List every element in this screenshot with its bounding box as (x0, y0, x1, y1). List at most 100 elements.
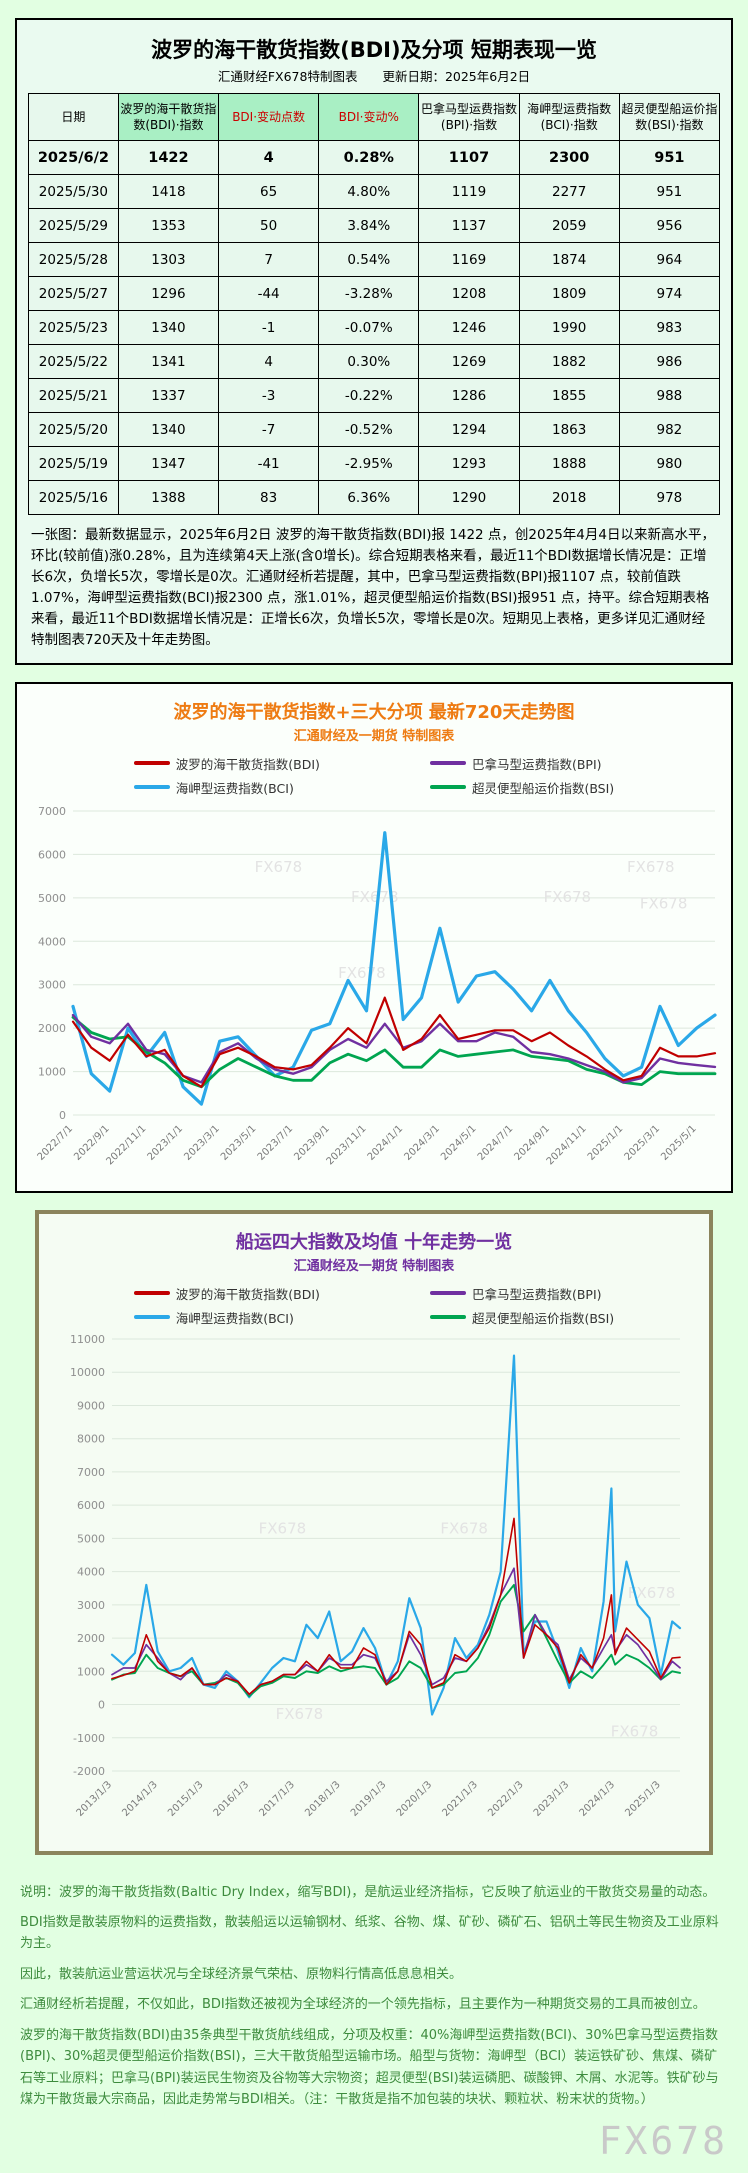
table-cell: -1 (218, 310, 320, 345)
chart-720-legend: 波罗的海干散货指数(BDI) 巴拿马型运费指数(BPI) 海岬型运费指数(BCI) 超… (17, 754, 731, 797)
svg-text:2024/11/1: 2024/11/1 (545, 1123, 589, 1167)
svg-text:4000: 4000 (77, 1565, 105, 1578)
table-cell: -0.22% (318, 378, 420, 413)
table-cell: -2.95% (318, 446, 420, 481)
table-cell: 1208 (418, 276, 520, 311)
chart-watermark: FX678 (627, 857, 675, 875)
table-cell: 2025/5/16 (28, 480, 119, 515)
bdi-table-body: 2025/6/2 1422 4 0.28% 1107 2300 951 2025/5/30 14… (28, 140, 721, 515)
legend-item-1: 巴拿马型运费指数(BPI) (429, 754, 614, 773)
table-cell: 2025/5/28 (28, 242, 119, 277)
table-cell: 0.54% (318, 242, 420, 277)
chart-10y-legend: 波罗的海干散货指数(BDI) 巴拿马型运费指数(BPI) 海岬型运费指数(BCI) 超… (39, 1284, 709, 1327)
chart-watermark: FX678 (338, 964, 386, 982)
footer-line-2: 因此，散装航运业营运状况与全球经济景气荣枯、原物料行情高低息息相关。 (20, 1966, 463, 1982)
table-cell: 951 (618, 174, 721, 209)
svg-text:2023/1/3: 2023/1/3 (532, 1779, 572, 1819)
footer-line-4: 波罗的海干散货指数(BDI)由35条典型干散货航线组成，分项及权重：40%海岬型… (20, 2027, 719, 2108)
legend-swatch (133, 1291, 170, 1296)
legend-swatch (429, 1291, 466, 1296)
table-row: 2025/5/28 1303 7 0.54% 1169 1874 964 (28, 242, 721, 277)
svg-text:2025/1/1: 2025/1/1 (586, 1123, 626, 1163)
table-cell: 1107 (418, 140, 520, 175)
svg-text:7000: 7000 (38, 805, 66, 818)
legend-swatch (133, 1315, 170, 1320)
svg-text:2025/5/1: 2025/5/1 (659, 1123, 699, 1163)
footer-line-1: BDI指数是散装原物料的运费指数，散装船运以运输钢材、纸浆、谷物、煤、矿砂、磷矿… (20, 1914, 719, 1952)
table-cell: -41 (218, 446, 320, 481)
table-row: 2025/5/16 1388 83 6.36% 1290 2018 978 (28, 480, 721, 515)
table-cell: 1290 (418, 480, 520, 515)
table-cell: 2025/5/20 (28, 412, 119, 447)
table-cell: 1347 (117, 446, 220, 481)
column-header-2: BDI·变动点数 (218, 93, 320, 141)
chart-watermark: FX678 (255, 857, 303, 875)
svg-text:2017/1/3: 2017/1/3 (258, 1779, 298, 1819)
chart-watermark: FX678 (640, 894, 688, 912)
table-cell: 4 (218, 140, 320, 175)
svg-text:5000: 5000 (38, 891, 66, 904)
svg-text:2021/1/3: 2021/1/3 (440, 1779, 480, 1819)
table-cell: 982 (618, 412, 721, 447)
legend-label: 海岬型运费指数(BCI) (175, 780, 294, 796)
svg-text:2016/1/3: 2016/1/3 (212, 1779, 252, 1819)
legend-label: 波罗的海干散货指数(BDI) (175, 1286, 320, 1302)
table-cell: 0.30% (318, 344, 420, 379)
table-cell: 986 (618, 344, 721, 379)
legend-label: 超灵便型船运价指数(BSI) (471, 780, 615, 796)
series-line-2 (71, 830, 717, 1106)
table-row: 2025/5/19 1347 -41 -2.95% 1293 1888 980 (28, 446, 721, 481)
chart-watermark: FX678 (440, 1519, 488, 1537)
legend-swatch (429, 785, 466, 790)
table-cell: 2025/5/30 (28, 174, 119, 209)
svg-text:2019/1/3: 2019/1/3 (349, 1779, 389, 1819)
legend-swatch (133, 761, 170, 766)
table-cell: 980 (618, 446, 721, 481)
table-row: 2025/5/23 1340 -1 -0.07% 1246 1990 983 (28, 310, 721, 345)
svg-text:2022/11/1: 2022/11/1 (104, 1123, 148, 1167)
svg-text:2000: 2000 (38, 1022, 66, 1035)
table-cell: 83 (218, 480, 320, 515)
series-line-0 (111, 1517, 681, 1695)
table-cell: 1293 (418, 446, 520, 481)
svg-text:2024/3/1: 2024/3/1 (402, 1123, 442, 1163)
legend-label: 巴拿马型运费指数(BPI) (471, 756, 602, 772)
chart-watermark: FX678 (544, 888, 592, 906)
legend-label: 波罗的海干散货指数(BDI) (175, 756, 320, 772)
table-cell: 2025/5/22 (28, 344, 119, 379)
svg-text:2013/1/3: 2013/1/3 (75, 1779, 115, 1819)
svg-text:2023/11/1: 2023/11/1 (325, 1123, 369, 1167)
svg-text:0: 0 (59, 1109, 66, 1122)
chart-720-title: 波罗的海干散货指数+三大分项 最新720天走势图 (173, 701, 575, 723)
svg-text:1000: 1000 (77, 1665, 105, 1678)
table-cell: 1418 (117, 174, 220, 209)
footer-line-3: 汇通财经析若提醒，不仅如此，BDI指数还被视为全球经济的一个领先指标，且主要作为… (20, 1997, 706, 2013)
table-cell: 1990 (518, 310, 620, 345)
svg-text:2024/5/1: 2024/5/1 (439, 1123, 479, 1163)
table-cell: 1388 (117, 480, 220, 515)
table-row: 2025/5/21 1337 -3 -0.22% 1286 1855 988 (28, 378, 721, 413)
table-cell: 2025/5/27 (28, 276, 119, 311)
table-cell: 2025/5/21 (28, 378, 119, 413)
summary-note: 一张图：最新数据显示，2025年6月2日 波罗的海干散货指数(BDI)报 142… (31, 527, 715, 648)
table-cell: 6.36% (318, 480, 420, 515)
chart-720-subtitle: 汇通财经及一期货 特制图表 (293, 728, 455, 744)
chart-720-plot: 0 1000 2000 3000 4000 5000 6000 7000 FX678 FX678 F… (17, 801, 731, 1185)
svg-text:2018/1/3: 2018/1/3 (303, 1779, 343, 1819)
column-header-5: 海岬型运费指数(BCI)·指数 (518, 93, 620, 141)
table-cell: 1340 (117, 310, 220, 345)
svg-text:2023/3/1: 2023/3/1 (182, 1123, 222, 1163)
chart-watermark: FX678 (611, 1722, 659, 1740)
svg-text:2022/7/1: 2022/7/1 (36, 1123, 76, 1163)
table-cell: 983 (618, 310, 721, 345)
table-cell: 0.28% (318, 140, 420, 175)
svg-text:2023/7/1: 2023/7/1 (256, 1123, 296, 1163)
svg-text:1000: 1000 (38, 1065, 66, 1078)
svg-text:2022/1/3: 2022/1/3 (486, 1779, 526, 1819)
footer-notes: 说明：波罗的海干散货指数(Baltic Dry Index，缩写BDI)，是航运… (0, 1869, 748, 2111)
column-header-0: 日期 (28, 93, 119, 141)
svg-text:-2000: -2000 (73, 1765, 105, 1778)
legend-label: 巴拿马型运费指数(BPI) (471, 1286, 602, 1302)
series-line-3 (111, 1583, 681, 1697)
legend-item-1: 巴拿马型运费指数(BPI) (429, 1284, 614, 1303)
